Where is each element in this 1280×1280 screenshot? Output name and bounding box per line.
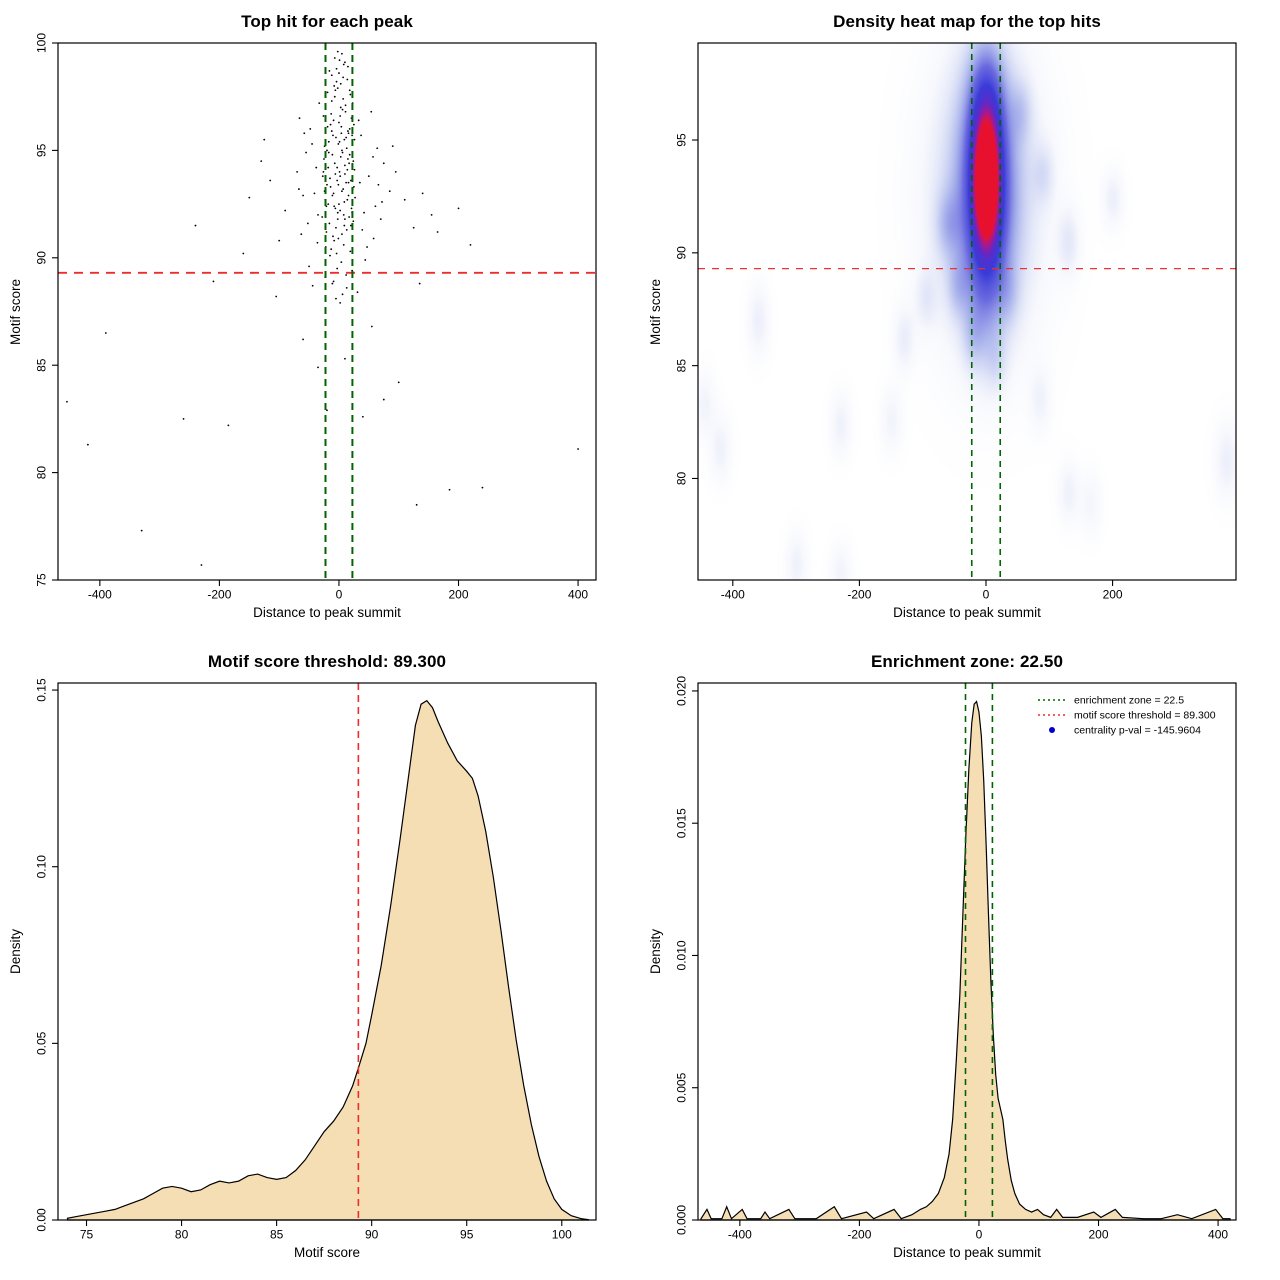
y-axis-label: Density [8,929,23,975]
x-axis-label: Distance to peak summit [893,1245,1041,1260]
distance-density-canvas [640,640,1280,1280]
x-axis-label: Distance to peak summit [253,605,401,620]
y-axis-label: Density [648,929,663,975]
panel-top-hit-scatter: Top hit for each peak Motif score Distan… [0,0,640,640]
panel-motif-score-density: Motif score threshold: 89.300 Density Mo… [0,640,640,1280]
panel-title: Density heat map for the top hits [833,12,1101,31]
panel-title: Enrichment zone: 22.50 [870,652,1064,671]
x-axis-label: Motif score [293,1245,361,1260]
score-density-canvas [0,640,640,1280]
x-axis-label: Distance to peak summit [893,605,1041,620]
y-axis-label: Motif score [648,278,663,345]
heatmap-plot-canvas [640,0,1280,640]
panel-density-heatmap: Density heat map for the top hits Motif … [640,0,1280,640]
panel-title: Motif score threshold: 89.300 [207,652,447,671]
panel-enrichment-zone-density: Enrichment zone: 22.50 Density Distance … [640,640,1280,1280]
y-axis-label: Motif score [8,278,23,345]
scatter-plot-canvas [0,0,640,640]
panel-title: Top hit for each peak [241,12,413,31]
